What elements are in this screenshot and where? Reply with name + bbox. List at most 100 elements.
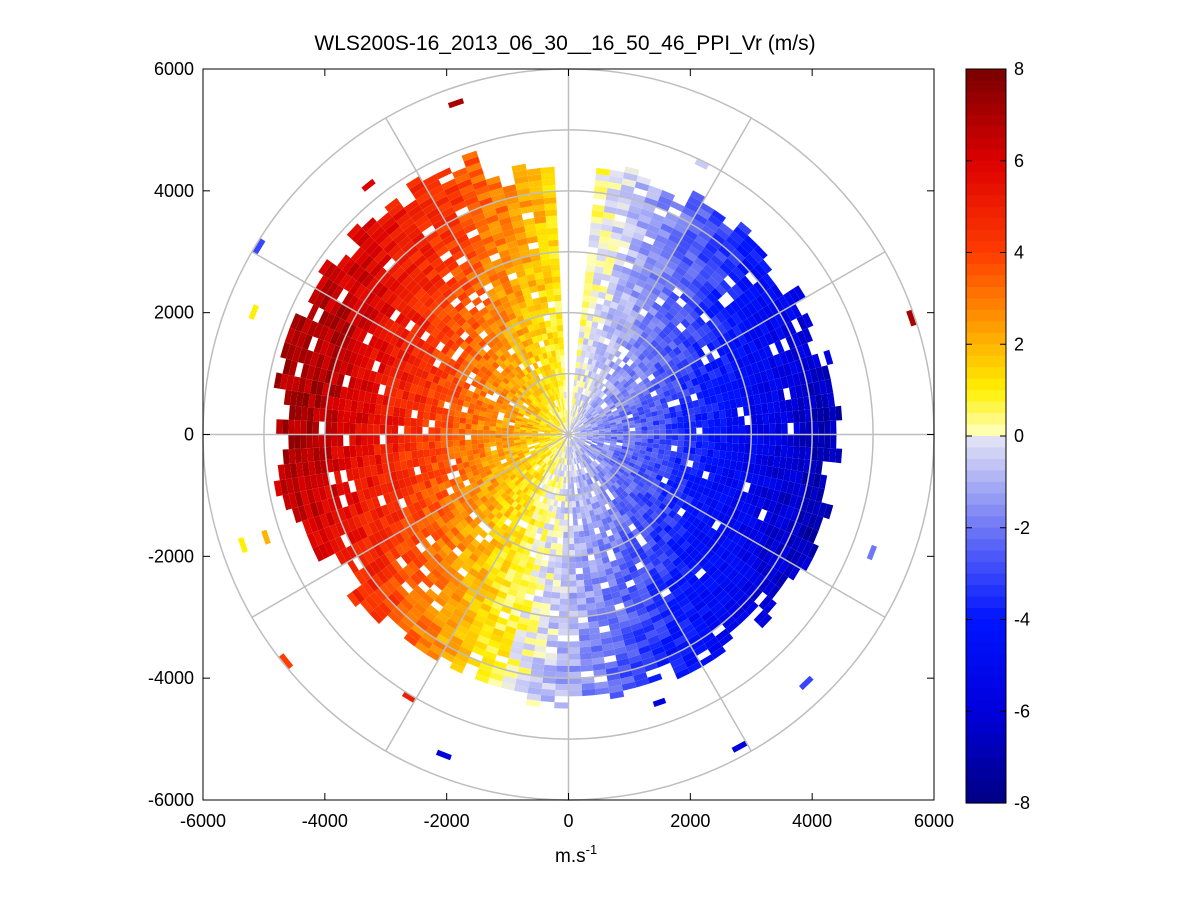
velocity-cell (681, 206, 697, 219)
velocity-cell (550, 258, 560, 265)
velocity-cell (588, 384, 594, 392)
velocity-cell (713, 491, 723, 502)
velocity-cell (827, 392, 836, 408)
velocity-cell (617, 437, 624, 441)
velocity-cell (560, 507, 565, 514)
velocity-cell (644, 491, 653, 500)
velocity-cell (588, 484, 594, 492)
velocity-cell (702, 486, 711, 497)
velocity-cell (580, 437, 587, 440)
velocity-cell (727, 371, 737, 382)
velocity-cell (593, 451, 600, 456)
velocity-cell (637, 391, 645, 399)
velocity-cell (781, 423, 788, 435)
velocity-cell (639, 395, 647, 403)
velocity-cell (585, 363, 592, 371)
velocity-cell (632, 284, 644, 294)
velocity-cell (698, 572, 711, 584)
velocity-cell (779, 400, 787, 413)
velocity-cell (611, 498, 619, 506)
velocity-cell (663, 344, 673, 354)
velocity-cell (715, 573, 727, 586)
velocity-cell (702, 427, 709, 435)
velocity-cell (654, 334, 664, 344)
velocity-cell (579, 387, 584, 394)
velocity-cell (635, 581, 646, 591)
velocity-cell (592, 411, 599, 417)
colorbar-segment (966, 183, 1006, 196)
velocity-cell (572, 452, 575, 459)
velocity-cell (670, 316, 681, 327)
velocity-cell (696, 434, 703, 442)
velocity-cell (647, 250, 660, 261)
velocity-cell (654, 598, 666, 609)
velocity-cell (630, 570, 641, 580)
velocity-cell (719, 279, 732, 292)
velocity-cell (732, 266, 746, 280)
velocity-cell (696, 375, 705, 385)
velocity-cell (624, 407, 632, 413)
velocity-cell (684, 313, 696, 325)
velocity-cell (542, 270, 552, 279)
velocity-cell (568, 544, 575, 551)
velocity-cell (570, 423, 574, 429)
velocity-cell (452, 440, 460, 447)
velocity-cell (658, 444, 666, 450)
velocity-cell (601, 459, 608, 466)
velocity-cell (668, 552, 679, 563)
velocity-cell (710, 481, 720, 492)
velocity-cell (489, 426, 496, 431)
velocity-cell (584, 584, 594, 592)
velocity-cell (577, 610, 588, 617)
velocity-cell (587, 504, 593, 511)
velocity-cell (752, 506, 762, 519)
velocity-cell (609, 301, 619, 310)
velocity-cell (758, 534, 770, 548)
velocity-cell (703, 280, 715, 293)
velocity-cell (686, 534, 697, 545)
velocity-cell (763, 599, 777, 614)
velocity-cell (556, 665, 569, 673)
velocity-cell (620, 548, 630, 557)
velocity-cell (765, 368, 775, 381)
velocity-cell (570, 440, 573, 447)
velocity-cell (716, 335, 727, 347)
velocity-cell (599, 485, 605, 493)
velocity-cell (573, 380, 578, 387)
velocity-cell (610, 436, 618, 440)
velocity-cell (710, 254, 724, 267)
velocity-cell (547, 628, 559, 636)
velocity-cell (672, 513, 682, 523)
velocity-cell (607, 353, 615, 361)
velocity-cell (596, 407, 603, 413)
velocity-cell (572, 438, 578, 444)
velocity-cell (616, 303, 626, 313)
velocity-cell (631, 373, 640, 381)
velocity-cell (629, 345, 638, 354)
velocity-cell (367, 424, 374, 435)
velocity-cell (598, 619, 609, 627)
velocity-cell (693, 644, 708, 657)
velocity-cell (687, 453, 695, 462)
velocity-cell (682, 446, 690, 454)
velocity-cell (561, 556, 569, 563)
velocity-cell (655, 474, 664, 482)
velocity-cell (768, 513, 779, 527)
velocity-cell (655, 624, 669, 635)
velocity-cell (603, 562, 612, 570)
velocity-cell (459, 439, 466, 446)
colorbar-segment (966, 332, 1006, 345)
velocity-cell (633, 495, 641, 504)
velocity-cell (758, 595, 773, 610)
velocity-cell (753, 531, 764, 545)
velocity-cell (569, 446, 572, 453)
velocity-cell (700, 448, 708, 457)
velocity-cell (613, 532, 621, 541)
velocity-cell (710, 541, 722, 554)
velocity-cell (582, 363, 588, 370)
velocity-cell (761, 403, 769, 415)
velocity-cell (693, 305, 705, 317)
velocity-cell (628, 616, 641, 626)
velocity-cell (581, 517, 588, 525)
